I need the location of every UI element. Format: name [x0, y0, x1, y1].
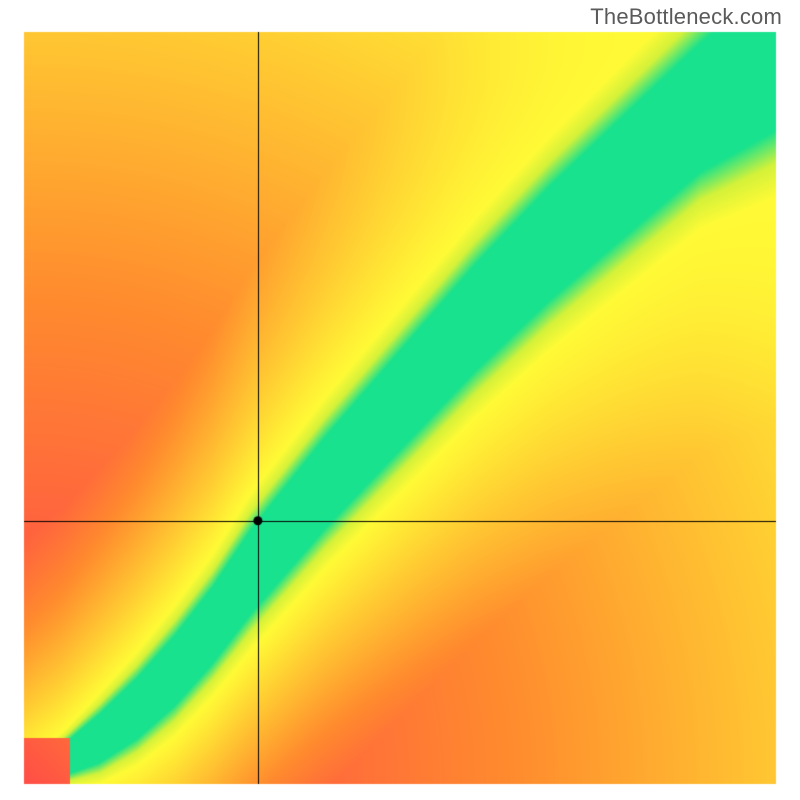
heatmap-canvas — [0, 0, 800, 800]
chart-container: TheBottleneck.com — [0, 0, 800, 800]
watermark-text: TheBottleneck.com — [590, 4, 782, 30]
